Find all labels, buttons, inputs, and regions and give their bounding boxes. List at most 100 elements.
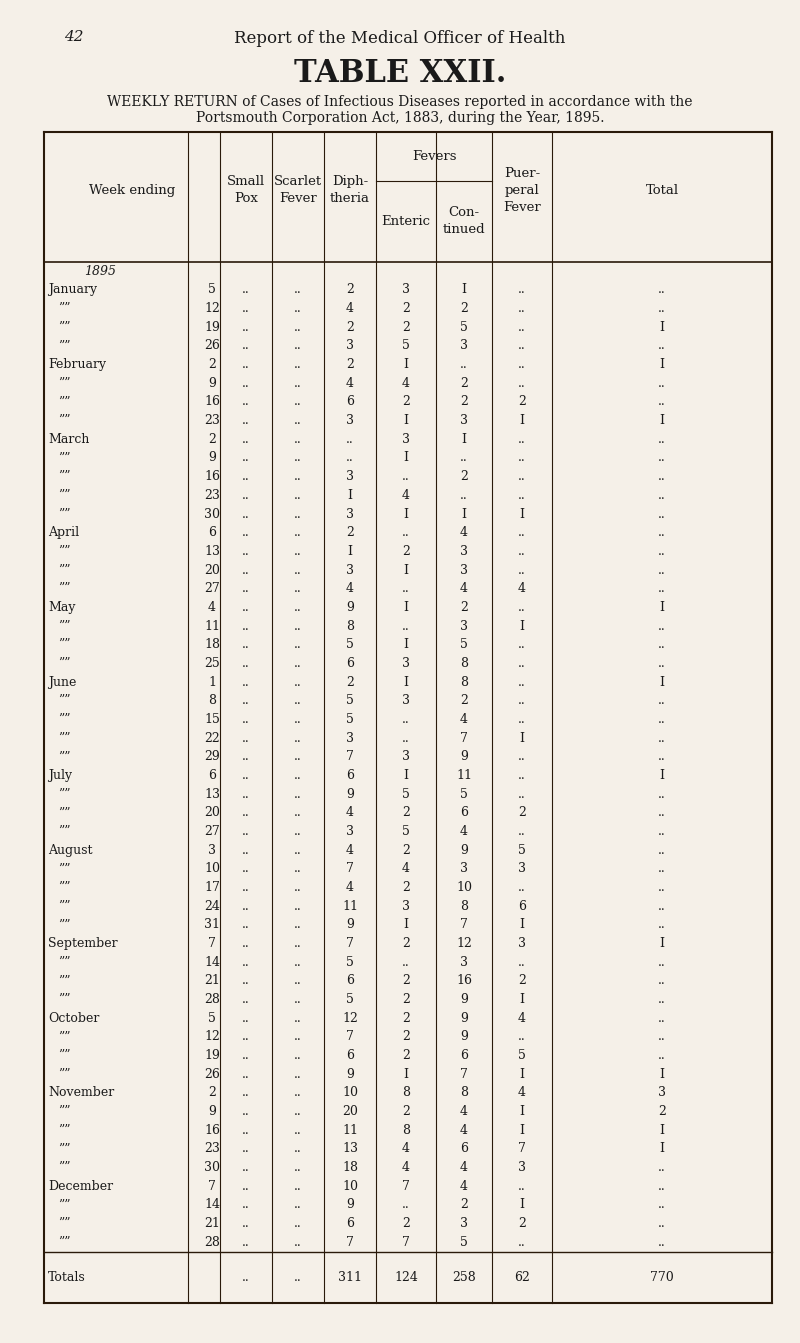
Text: 5: 5 [460,638,468,651]
Text: ..: .. [460,359,468,371]
Text: ..: .. [294,395,302,408]
Text: ..: .. [658,508,666,521]
Text: ..: .. [294,583,302,595]
Text: Report of the Medical Officer of Health: Report of the Medical Officer of Health [234,30,566,47]
Text: ..: .. [242,1011,250,1025]
Text: ””: ”” [58,564,70,576]
Text: ..: .. [242,1270,250,1284]
Text: ..: .. [242,713,250,727]
Text: ..: .. [658,806,666,819]
Text: 3: 3 [346,414,354,427]
Text: ..: .. [294,862,302,876]
Text: 20: 20 [204,806,220,819]
Text: ””: ”” [58,489,70,502]
Text: 311: 311 [338,1270,362,1284]
Text: ..: .. [294,432,302,446]
Text: ..: .. [242,451,250,465]
Text: ..: .. [658,564,666,576]
Text: ””: ”” [58,321,70,334]
Text: Puer-
peral
Fever: Puer- peral Fever [503,167,541,214]
Text: 5: 5 [460,787,468,800]
Text: ..: .. [402,619,410,633]
Text: ..: .. [346,451,354,465]
Text: 7: 7 [346,937,354,950]
Text: 11: 11 [204,619,220,633]
Text: Small
Pox: Small Pox [227,175,265,205]
Text: ..: .. [518,564,526,576]
Text: ..: .. [518,694,526,708]
Text: 28: 28 [204,992,220,1006]
Text: ..: .. [242,1162,250,1174]
Text: I: I [659,359,665,371]
Text: ””: ”” [58,451,70,465]
Text: ..: .. [658,302,666,316]
Text: 2: 2 [402,806,410,819]
Text: October: October [48,1011,99,1025]
Text: ..: .. [658,751,666,763]
Text: 2: 2 [402,302,410,316]
Text: ..: .. [294,787,302,800]
Text: ..: .. [242,489,250,502]
Text: 3: 3 [402,432,410,446]
Text: 17: 17 [204,881,220,894]
Text: ..: .. [658,862,666,876]
Text: ””: ”” [58,1143,70,1155]
Text: July: July [48,770,72,782]
Text: TABLE XXII.: TABLE XXII. [294,58,506,89]
Text: I: I [519,1105,525,1119]
Text: ..: .. [294,751,302,763]
Text: 2: 2 [402,1105,410,1119]
Text: I: I [519,619,525,633]
Text: ””: ”” [58,1162,70,1174]
Text: ..: .. [518,1236,526,1249]
Text: 8: 8 [460,1086,468,1100]
Text: ..: .. [518,600,526,614]
Text: 12: 12 [342,1011,358,1025]
Text: 4: 4 [518,1086,526,1100]
Text: ..: .. [658,377,666,389]
Text: ..: .. [294,713,302,727]
Text: ..: .. [658,583,666,595]
Text: ..: .. [294,451,302,465]
Text: 8: 8 [460,900,468,913]
Text: 13: 13 [342,1143,358,1155]
Text: ””: ”” [58,414,70,427]
Text: 4: 4 [402,489,410,502]
Text: 2: 2 [346,283,354,297]
Text: ..: .. [242,432,250,446]
Text: 6: 6 [460,1143,468,1155]
Text: 8: 8 [346,619,354,633]
Text: 3: 3 [460,340,468,352]
Text: 7: 7 [346,862,354,876]
Text: 2: 2 [402,545,410,557]
Text: 2: 2 [402,975,410,987]
Text: Enteric: Enteric [382,215,430,228]
Text: ””: ”” [58,900,70,913]
Text: ..: .. [242,1143,250,1155]
Text: ..: .. [658,992,666,1006]
Text: February: February [48,359,106,371]
Text: ..: .. [242,862,250,876]
Text: ””: ”” [58,732,70,744]
Text: 4: 4 [346,583,354,595]
Text: ..: .. [294,1049,302,1062]
Text: ..: .. [294,1105,302,1119]
Text: ..: .. [242,283,250,297]
Text: 8: 8 [402,1124,410,1136]
Text: 4: 4 [460,1179,468,1193]
Text: ””: ”” [58,619,70,633]
Text: ..: .. [518,340,526,352]
Text: November: November [48,1086,114,1100]
Text: ””: ”” [58,694,70,708]
Text: ..: .. [518,657,526,670]
Text: ..: .. [518,545,526,557]
Text: 4: 4 [346,843,354,857]
Text: 9: 9 [208,451,216,465]
Text: ..: .. [242,657,250,670]
Text: 3: 3 [460,956,468,968]
Text: 11: 11 [456,770,472,782]
Text: March: March [48,432,90,446]
Text: 2: 2 [402,1217,410,1230]
Text: 4: 4 [518,583,526,595]
Text: ..: .. [518,1179,526,1193]
